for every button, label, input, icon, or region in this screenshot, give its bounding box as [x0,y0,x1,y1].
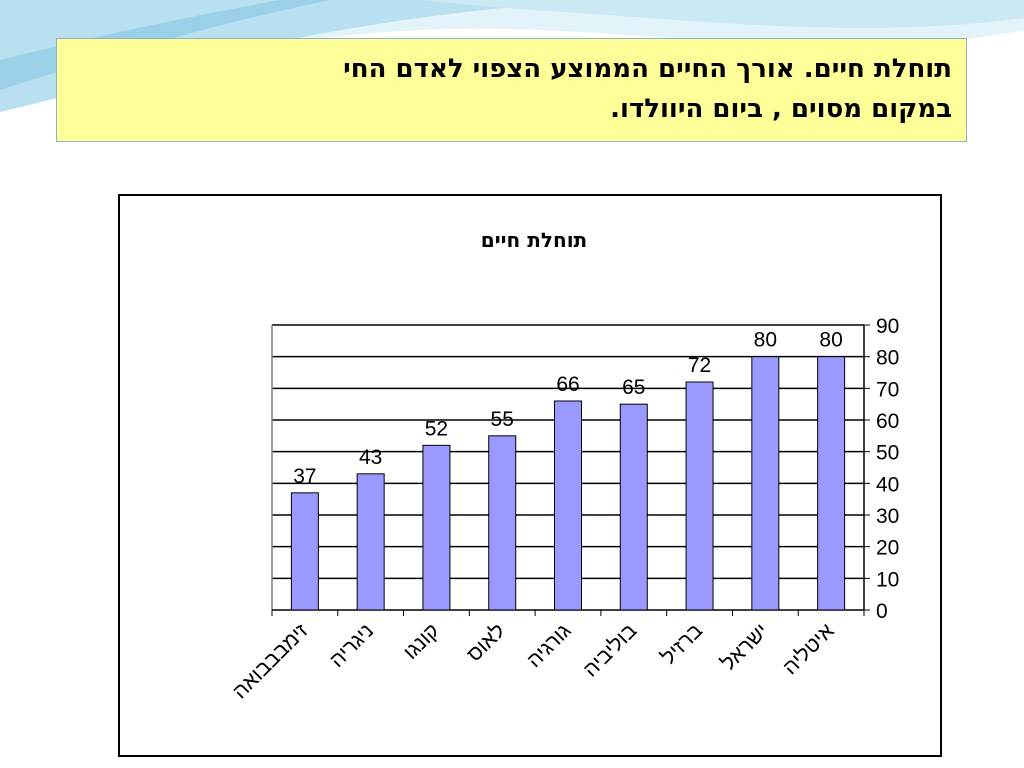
y-tick-label: 40 [876,473,899,496]
bar [554,400,582,611]
y-tick-label: 10 [876,568,899,591]
category-label: גורגיה [523,619,576,672]
slide-heading-box: תוחלת חיים. אורך החיים הממוצע הצפוי לאדם… [56,38,967,142]
data-label: 66 [556,373,579,396]
y-tick-label: 50 [876,442,899,465]
data-label: 65 [622,376,645,399]
bar [751,356,780,611]
slide-heading-line-2: במקום מסוים , ביום היוולדו. [610,94,952,124]
slide-heading-line-1: תוחלת חיים. אורך החיים הממוצע הצפוי לאדם… [343,54,952,84]
bar [817,356,846,611]
category-label: זימבבבואה [228,619,312,703]
data-label: 55 [491,408,514,431]
category-label: לאוס [463,619,510,666]
data-label: 52 [425,417,448,440]
plot-area: 0 10 20 30 40 50 60 70 80 90 37 זימבבבואה 43 ניגריה 52… [228,315,899,703]
category-label: ישראל [717,619,773,675]
bar [290,492,319,611]
data-label: 80 [819,329,842,352]
data-label: 37 [293,465,316,488]
chart-title: תוחלת חיים [481,228,587,252]
category-label: קונגו [399,619,444,664]
category-label: בוליביה [579,619,641,681]
y-tick-label: 20 [876,537,899,560]
y-tick-label: 60 [876,410,899,433]
y-tick-label: 70 [876,378,899,401]
bar [619,403,648,611]
bar [422,444,451,611]
bar [685,381,714,611]
bar-chart: תוחלת חיים 0 10 20 30 40 50 60 70 80 90 37 זימבבבוא… [228,228,899,703]
category-label: איטליה [779,619,839,679]
category-label: ניגריה [325,619,378,672]
category-label: ברזיל [657,619,707,669]
y-tick-label: 30 [876,505,899,528]
y-tick-label: 80 [876,347,899,370]
y-tick-label: 90 [876,315,899,338]
chart-frame: תוחלת חיים 0 10 20 30 40 50 60 70 80 90 37 זימבבבוא… [118,194,942,757]
data-label: 43 [359,446,382,469]
data-label: 72 [688,354,711,377]
bar [356,473,385,611]
data-label: 80 [754,329,777,352]
y-tick-label: 0 [876,600,888,623]
bar [488,435,517,611]
